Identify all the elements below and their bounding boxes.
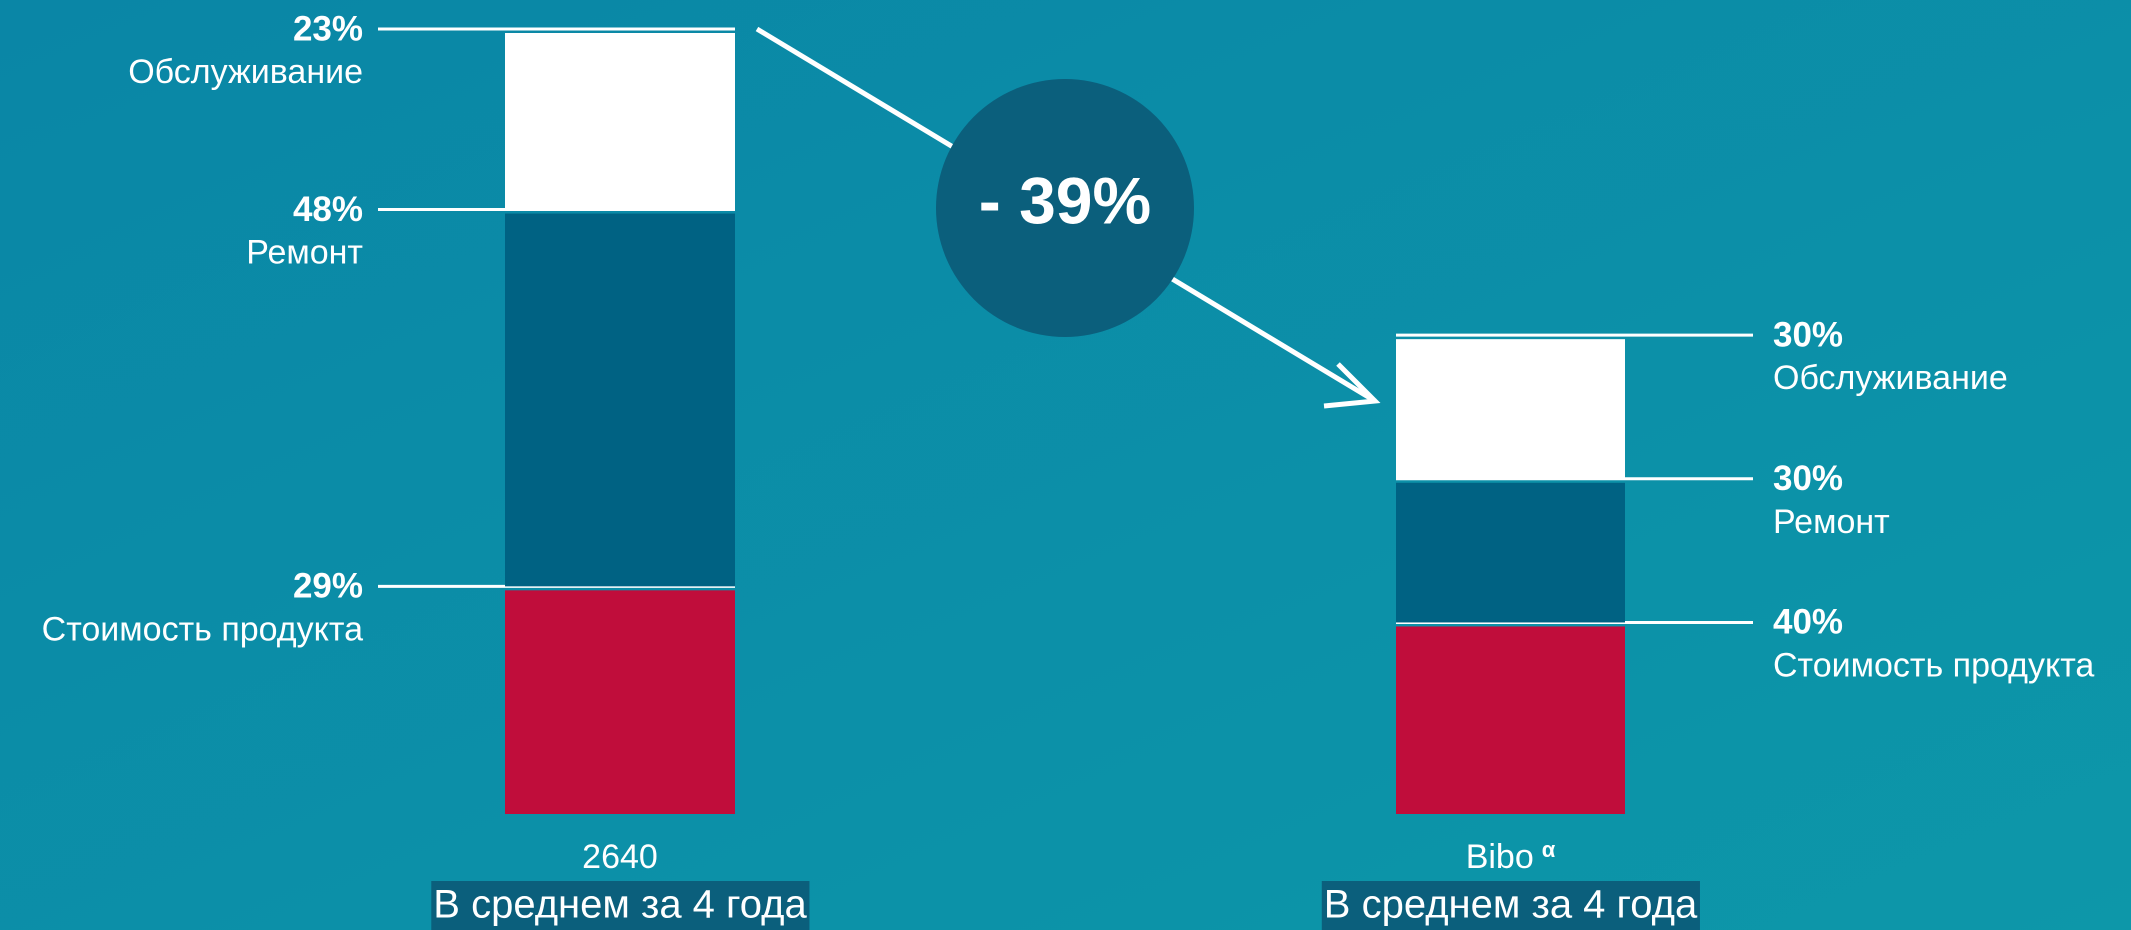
series-label: Обслуживание <box>1773 359 2008 397</box>
value-label: 40% <box>1773 603 1843 642</box>
category-note: В среднем за 4 года <box>433 883 807 927</box>
category-label: 2640 <box>582 838 658 876</box>
change-label: - 39% <box>979 163 1151 237</box>
bar-segment <box>505 590 735 814</box>
value-label: 30% <box>1773 459 1843 498</box>
value-label: 48% <box>293 190 363 229</box>
series-label: Ремонт <box>1773 503 1890 541</box>
value-label: 23% <box>293 9 363 48</box>
note-box <box>431 881 810 930</box>
bar-segment <box>1396 626 1625 814</box>
value-label: 29% <box>293 567 363 606</box>
value-label: 30% <box>1773 315 1843 354</box>
bar-segment <box>1396 339 1625 479</box>
series-label: Обслуживание <box>128 53 363 91</box>
category-name: 2640 <box>582 838 658 876</box>
category-name: Bibo <box>1466 838 1534 876</box>
series-label: Стоимость продукта <box>1773 646 2094 684</box>
category-label: Bibo α <box>1466 837 1556 876</box>
bar-segment <box>505 33 735 210</box>
change-badge <box>936 79 1194 337</box>
series-label: Стоимость продукта <box>42 610 363 648</box>
category-note: В среднем за 4 года <box>1324 883 1698 927</box>
series-label: Ремонт <box>246 234 363 272</box>
category-superscript: α <box>1542 837 1556 862</box>
bar-segment <box>1396 482 1625 623</box>
note-box <box>1321 881 1700 930</box>
bar-segment <box>505 213 735 587</box>
arrow-head <box>1323 362 1381 409</box>
